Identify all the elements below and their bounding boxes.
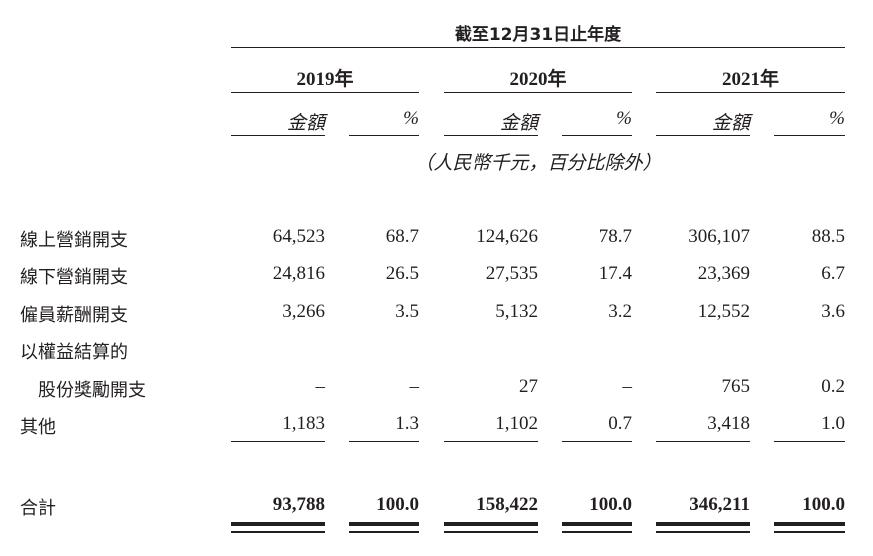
row-label: 僱員薪酬開支 xyxy=(20,305,128,326)
table-cell: 64,523 xyxy=(272,226,325,247)
subtotal-rule xyxy=(231,441,325,442)
total-cell: 346,211 xyxy=(689,494,750,515)
total-cell: 100.0 xyxy=(376,494,419,515)
table-cell: 6.7 xyxy=(821,263,845,284)
total-double-rule xyxy=(231,522,325,533)
total-double-rule xyxy=(656,522,750,533)
row-label: 其他 xyxy=(20,417,56,438)
table-cell: 88.5 xyxy=(811,226,845,247)
table-cell: 68.7 xyxy=(385,226,419,247)
total-double-rule xyxy=(349,522,419,533)
subtotal-rule xyxy=(656,441,750,442)
table-cell: – xyxy=(315,376,326,397)
unit-note: （人民幣千元，百分比除外） xyxy=(414,153,662,174)
amount-header: 金額 xyxy=(711,113,750,134)
total-cell: 93,788 xyxy=(272,494,325,515)
subtotal-rule xyxy=(444,441,538,442)
table-cell: – xyxy=(622,376,633,397)
table-cell: 12,552 xyxy=(697,301,750,322)
table-cell: 26.5 xyxy=(385,263,419,284)
table-cell: 78.7 xyxy=(598,226,632,247)
total-double-rule xyxy=(774,522,845,533)
row-label: 股份獎勵開支 xyxy=(38,380,146,401)
table-cell: 765 xyxy=(721,376,751,397)
percent-header: % xyxy=(403,108,419,129)
year-2021: 2021年 xyxy=(721,69,779,90)
amount-header: 金額 xyxy=(499,113,538,134)
table-cell: 3.5 xyxy=(395,301,419,322)
subtotal-rule xyxy=(562,441,632,442)
year-rule xyxy=(231,92,419,93)
header-rule xyxy=(231,47,845,48)
table-cell: 124,626 xyxy=(476,226,538,247)
table-cell: 0.2 xyxy=(821,376,845,397)
subheader-rule xyxy=(349,135,419,136)
table-cell: 306,107 xyxy=(688,226,750,247)
amount-header: 金額 xyxy=(286,113,325,134)
total-double-rule xyxy=(444,522,538,533)
table-cell: 3.2 xyxy=(608,301,632,322)
table-cell: 27,535 xyxy=(485,263,538,284)
period-header: 截至12月31日止年度 xyxy=(454,25,622,45)
total-double-rule xyxy=(562,522,632,533)
table-cell: 24,816 xyxy=(272,263,325,284)
table-cell: 5,132 xyxy=(495,301,538,322)
percent-header: % xyxy=(829,108,845,129)
percent-header: % xyxy=(616,108,632,129)
total-cell: 158,422 xyxy=(476,494,538,515)
row-label: 線下營銷開支 xyxy=(20,267,128,288)
subtotal-rule xyxy=(774,441,845,442)
subheader-rule xyxy=(562,135,632,136)
year-2019: 2019年 xyxy=(296,69,354,90)
subheader-rule xyxy=(231,135,325,136)
subtotal-rule xyxy=(349,441,419,442)
table-cell: 3,418 xyxy=(707,413,750,434)
table-cell: 0.7 xyxy=(608,413,632,434)
table-cell: 1.0 xyxy=(821,413,845,434)
row-label: 以權益結算的 xyxy=(20,342,128,363)
total-cell: 100.0 xyxy=(589,494,632,515)
table-cell: 3.6 xyxy=(821,301,845,322)
table-cell: 23,369 xyxy=(697,263,750,284)
table-cell: 3,266 xyxy=(282,301,325,322)
table-cell: 17.4 xyxy=(598,263,632,284)
year-2020: 2020年 xyxy=(509,69,567,90)
subheader-rule xyxy=(656,135,750,136)
total-cell: 100.0 xyxy=(802,494,845,515)
year-rule xyxy=(444,92,632,93)
table-cell: 27 xyxy=(519,376,538,397)
table-cell: 1,102 xyxy=(495,413,538,434)
total-label: 合計 xyxy=(20,498,56,519)
table-cell: 1,183 xyxy=(282,413,325,434)
year-rule xyxy=(656,92,845,93)
table-cell: 1.3 xyxy=(395,413,419,434)
subheader-rule xyxy=(774,135,845,136)
row-label: 線上營銷開支 xyxy=(20,230,128,251)
subheader-rule xyxy=(444,135,538,136)
table-cell: – xyxy=(409,376,420,397)
